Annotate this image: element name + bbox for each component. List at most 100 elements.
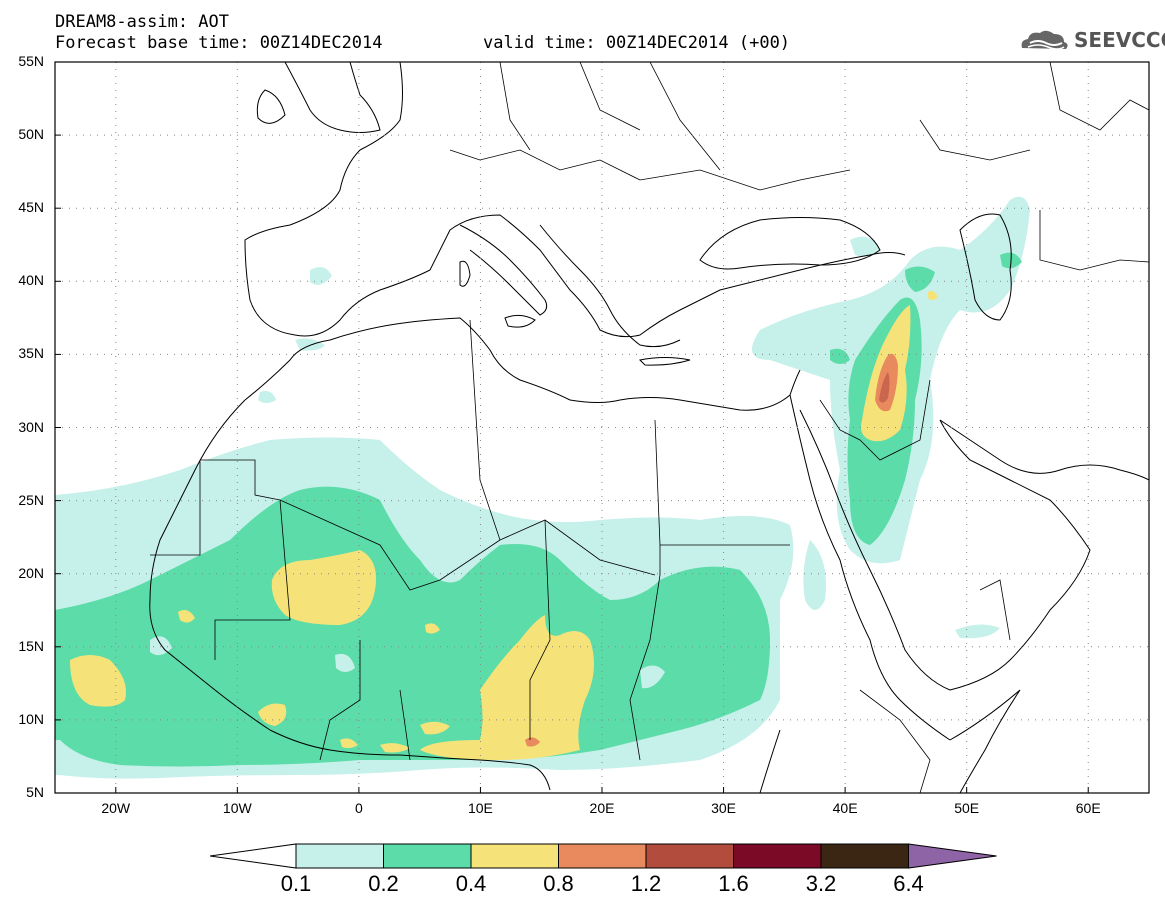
border (1039, 210, 1149, 271)
border (1049, 62, 1149, 131)
coastlines (149, 62, 1149, 793)
border (200, 459, 501, 591)
colorbar-label: 0.8 (543, 871, 574, 896)
aot-contour-0.1 (310, 267, 332, 285)
lon-label: 0 (354, 800, 363, 816)
axis-ticks (55, 61, 1089, 794)
colorbar-segment (470, 843, 559, 869)
colorbar-segment (733, 843, 822, 869)
lat-label: 40N (18, 272, 44, 289)
coastline-black-sea (699, 217, 881, 270)
aot-contour-0.2 (55, 486, 770, 767)
colorbar-label: 0.1 (280, 871, 312, 896)
lat-label: 50N (18, 126, 44, 143)
aot-contour-0.1 (295, 338, 325, 351)
aot-contour-0.1 (640, 665, 665, 689)
aot-contour-0.4 (70, 655, 126, 707)
grid-lines (55, 62, 1149, 793)
lon-label: 10E (467, 800, 493, 816)
aot-contour-0.4 (271, 550, 376, 625)
coastline-horn (949, 689, 1021, 793)
colorbar-over-arrow (908, 843, 997, 869)
lon-label: 20W (101, 800, 131, 816)
colorbar-segment (295, 843, 384, 869)
aot-contour-0.1 (258, 391, 276, 403)
border (214, 499, 291, 660)
coastline-east-africa (759, 729, 781, 793)
aot-contour-0.4 (380, 743, 410, 753)
lat-label: 15N (18, 637, 44, 654)
border (579, 62, 641, 131)
border (649, 62, 721, 171)
aot-contour-0.4 (178, 610, 195, 623)
border (150, 460, 201, 556)
coastline-sicily (504, 314, 536, 328)
coastline-arabia (939, 419, 1091, 691)
colorbar-segment (383, 843, 472, 869)
colorbar-under-arrow (209, 843, 297, 869)
border (529, 519, 551, 740)
lon-label: 50E (954, 800, 980, 816)
country-borders (150, 62, 1149, 793)
aot-contour-0.8 (525, 737, 540, 747)
border (319, 640, 361, 761)
aot-contour-0.1 (803, 540, 826, 610)
aot-field (55, 196, 1030, 779)
coastline-west-africa (149, 399, 551, 791)
coastline-sardinia (459, 260, 471, 287)
lat-label: 5N (26, 784, 44, 800)
coastline-balkans (539, 224, 681, 348)
lon-label: 60E (1075, 800, 1101, 816)
aot-contour-0.1 (150, 636, 172, 656)
aot-contour-0.2 (830, 348, 850, 364)
lat-label: 35N (18, 345, 44, 362)
aot-contour-0.1 (850, 236, 880, 257)
colorbar-segment (645, 843, 734, 869)
aot-contour-0.1 (335, 653, 355, 672)
valid-time: valid time: 00Z14DEC2014 (+00) (483, 33, 791, 53)
forecast-base-time: Forecast base time: 00Z14DEC2014 (55, 33, 383, 53)
border (819, 379, 931, 461)
colorbar-label: 0.2 (368, 871, 399, 896)
border (469, 319, 656, 576)
lon-label: 10W (222, 800, 252, 816)
coastline-ireland (256, 89, 286, 124)
colorbar-segment (558, 843, 647, 869)
coastline-north-africa (244, 317, 801, 411)
aot-contour-0.4 (420, 615, 594, 760)
colorbar-label: 1.6 (718, 871, 749, 896)
coastline-red-sea (789, 394, 951, 741)
lat-label: 20N (18, 564, 44, 581)
border (499, 62, 531, 151)
aot-contour-0.4 (425, 623, 440, 634)
colorbar-label: 0.4 (455, 871, 487, 896)
lon-label: 40E (832, 800, 858, 816)
coastline-caspian (959, 213, 1012, 321)
coastline-europe (244, 62, 906, 338)
aot-contour-0.4 (340, 738, 358, 749)
colorbar-label: 3.2 (805, 871, 837, 896)
coastline-iran (939, 419, 1149, 481)
border (399, 689, 411, 761)
colorbar-segment (820, 843, 909, 869)
seevccc-logo-icon (1021, 30, 1068, 50)
coastline-red-sea-east (799, 409, 951, 691)
colorbar-label: 6.4 (893, 871, 924, 896)
map-title: DREAM8-assim: AOT (55, 12, 229, 32)
aot-contour-1.2 (879, 372, 890, 403)
aot-contour-0.1 (955, 624, 1000, 639)
lat-label: 30N (18, 418, 44, 435)
colorbar (209, 843, 997, 869)
lat-label: 10N (18, 710, 44, 727)
lon-label: 20E (589, 800, 615, 816)
lat-label: 45N (18, 199, 44, 216)
border (629, 419, 661, 761)
border (449, 149, 851, 191)
lat-label: 55N (18, 53, 44, 69)
coastline-italy (459, 224, 548, 316)
colorbar-label: 1.2 (630, 871, 662, 896)
lon-label: 30E (711, 800, 736, 816)
aot-contour-0.4 (420, 721, 450, 735)
lat-label: 25N (18, 491, 44, 508)
